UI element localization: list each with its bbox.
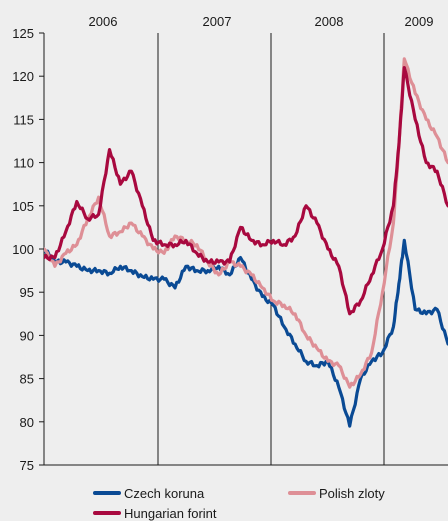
chart-axes: 75 80 85 90 95 100 105 110 115 120 125 2006 2007 2008… bbox=[12, 14, 448, 473]
year-label: 2007 bbox=[203, 14, 232, 29]
series-line-czech-koruna bbox=[44, 238, 448, 428]
y-tick-label: 85 bbox=[20, 372, 34, 387]
y-tick-label: 110 bbox=[13, 156, 34, 171]
y-tick-label: 105 bbox=[12, 199, 34, 214]
year-label: 2008 bbox=[315, 14, 344, 29]
y-tick-label: 90 bbox=[20, 328, 34, 343]
y-tick-label: 120 bbox=[12, 69, 34, 84]
legend-label: Polish zloty bbox=[319, 486, 385, 501]
legend-label: Hungarian forint bbox=[124, 506, 217, 521]
y-tick-label: 75 bbox=[20, 458, 34, 473]
y-tick-label: 100 bbox=[12, 242, 34, 257]
y-tick-label: 95 bbox=[20, 285, 34, 300]
y-tick-label: 115 bbox=[13, 112, 34, 127]
year-label: 2009 bbox=[405, 14, 434, 29]
series-layer bbox=[44, 57, 448, 428]
chart-legend: Czech koruna Polish zloty Hungarian forint bbox=[93, 486, 385, 521]
series-line-hungarian-forint bbox=[44, 66, 448, 316]
y-tick-label: 80 bbox=[20, 415, 34, 430]
y-tick-label: 125 bbox=[12, 26, 34, 41]
year-label: 2006 bbox=[89, 14, 118, 29]
legend-label: Czech koruna bbox=[124, 486, 205, 501]
series-line-polish-zloty bbox=[44, 57, 448, 389]
